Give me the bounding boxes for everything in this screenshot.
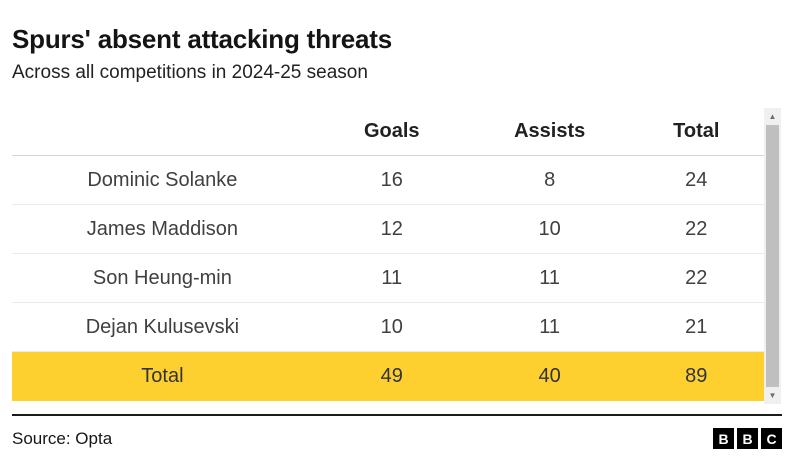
goals-value: 11 — [381, 266, 403, 289]
total-row-label: Total — [141, 365, 184, 387]
column-header-goals: Goals — [363, 120, 420, 142]
total-value: 22 — [685, 266, 708, 289]
table-row: James Maddison 12 10 22 — [12, 205, 764, 254]
total-value: 24 — [685, 168, 708, 191]
scroll-down-icon: ▼ — [768, 391, 777, 400]
table-row: Dejan Kulusevski 10 11 21 — [12, 303, 764, 352]
scrollbar-thumb[interactable] — [766, 125, 779, 387]
assists-value: 8 — [544, 168, 556, 191]
player-name: Son Heung-min — [92, 266, 232, 289]
bbc-logo-letter: B — [737, 428, 758, 449]
player-name: Dominic Solanke — [87, 168, 238, 191]
bbc-logo-letter: B — [713, 428, 734, 449]
table-header-row: Goals Assists Total — [12, 108, 764, 156]
goals-value: 12 — [380, 217, 403, 240]
table-total-row: Total 49 40 89 — [12, 352, 764, 401]
stats-table: Goals Assists Total Dominic Solanke 16 8… — [12, 108, 764, 401]
player-name: Dejan Kulusevski — [85, 315, 240, 338]
total-assists-value: 40 — [538, 365, 561, 387]
goals-value: 16 — [380, 168, 403, 191]
player-name: James Maddison — [86, 217, 238, 240]
footer-divider — [12, 414, 782, 416]
scroll-up-icon: ▲ — [768, 112, 777, 121]
total-value: 22 — [685, 217, 708, 240]
total-total-value: 89 — [685, 365, 708, 387]
assists-value: 11 — [539, 266, 561, 289]
vertical-scrollbar[interactable]: ▲ ▼ — [764, 108, 781, 404]
goals-value: 10 — [380, 315, 403, 338]
assists-value: 10 — [538, 217, 561, 240]
bbc-logo-letter: C — [761, 428, 782, 449]
assists-value: 11 — [539, 315, 561, 338]
column-header-total: Total — [673, 120, 720, 142]
bbc-logo: B B C — [713, 428, 782, 449]
scroll-down-button[interactable]: ▼ — [764, 387, 781, 404]
column-header-assists: Assists — [514, 120, 586, 142]
source-attribution: Source: Opta — [12, 429, 113, 448]
table-row: Son Heung-min 11 11 22 — [12, 254, 764, 303]
page-subtitle: Across all competitions in 2024-25 seaso… — [12, 62, 368, 83]
page-title: Spurs' absent attacking threats — [12, 24, 392, 54]
total-value: 21 — [685, 315, 708, 338]
table-row: Dominic Solanke 16 8 24 — [12, 156, 764, 205]
scroll-up-button[interactable]: ▲ — [764, 108, 781, 125]
total-goals-value: 49 — [380, 365, 403, 387]
